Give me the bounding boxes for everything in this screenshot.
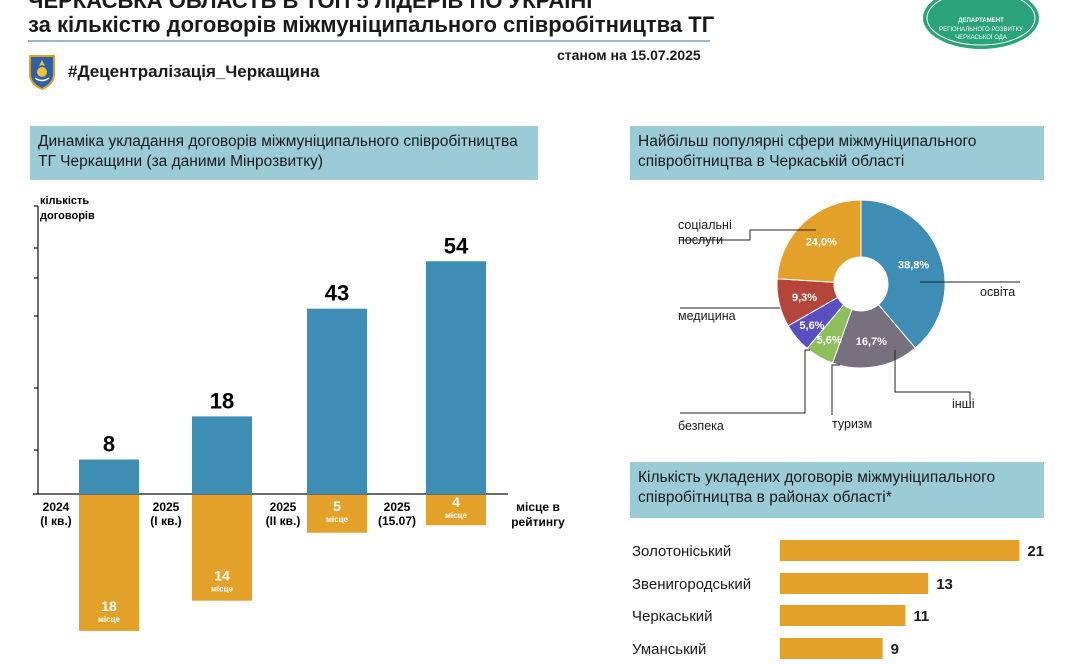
title-underline (28, 40, 710, 42)
spheres-panel-title: Найбільш популярні сфери міжмуніципально… (630, 126, 1044, 180)
districts-bar-chart: Золотоніський 21 Звенигородський 13 Черкаськ… (632, 540, 1044, 659)
rank-unit-label: місце (326, 515, 349, 524)
slice-name-label-line2: послуги (678, 233, 723, 247)
y-axis-label-line1: кількість (40, 195, 89, 207)
rank-value-label: 18 (101, 598, 117, 614)
x-axis-label-line2: рейтингу (511, 515, 565, 529)
district-name-label: Черкаський (632, 608, 713, 625)
rank-value-label: 4 (452, 494, 460, 510)
leader-line (831, 364, 840, 415)
category-label-period: (15.07) (378, 514, 416, 528)
contracts-bar (192, 416, 252, 494)
contracts-value-label: 8 (103, 432, 115, 457)
district-bar (780, 605, 906, 626)
leader-line (680, 349, 810, 414)
slice-percent-label: 38,8% (898, 260, 929, 272)
x-axis-label-line1: місце в (516, 500, 560, 514)
contracts-value-label: 54 (444, 233, 469, 258)
donut-slice (860, 200, 946, 349)
slice-percent-label: 24,0% (806, 237, 837, 249)
rank-value-label: 5 (333, 498, 341, 514)
dynamics-bar-chart: кількістьдоговорів818435418місце14місце5… (33, 195, 565, 631)
date-label: станом на 15.07.2025 (557, 47, 701, 63)
y-axis-label-line2: договорів (40, 210, 95, 222)
rank-value-label: 14 (214, 568, 230, 584)
district-name-label: Уманський (632, 641, 706, 658)
main-title-line1: ЧЕРКАСЬКА ОБЛАСТЬ В ТОП 5 ЛІДЕРІВ ПО УКР… (28, 0, 593, 13)
spheres-donut-chart: 38,8% 16,7% 5,6% 5,6% 9,3% 24,0% освіта інші тур… (678, 200, 1020, 433)
category-label-year: 2024 (43, 500, 70, 514)
district-name-label: Звенигородський (632, 576, 751, 593)
district-value-label: 9 (891, 641, 899, 658)
contracts-bar (79, 459, 139, 494)
district-bar (780, 638, 883, 659)
category-label-year: 2025 (384, 500, 411, 514)
slice-percent-label: 5,6% (799, 320, 824, 332)
contracts-value-label: 18 (210, 388, 234, 413)
slice-percent-label: 5,6% (817, 334, 842, 346)
slice-name-label: освіта (980, 285, 1015, 299)
slice-name-label: безпека (678, 419, 724, 433)
slice-name-label: туризм (832, 417, 872, 431)
slice-name-label: медицина (678, 309, 736, 323)
slice-name-label-line1: соціальні (678, 218, 732, 232)
district-value-label: 21 (1027, 543, 1044, 560)
category-label-period: (І кв.) (40, 514, 71, 528)
leader-line (680, 229, 816, 241)
contracts-value-label: 43 (325, 281, 349, 306)
leader-line (894, 350, 971, 405)
district-name-label: Золотоніський (632, 543, 731, 560)
slice-name-label: інші (952, 397, 975, 411)
district-value-label: 11 (913, 608, 929, 625)
logo-text-2: РЕГІОНАЛЬНОГО РОЗВИТКУ (939, 27, 1023, 33)
district-value-label: 13 (936, 576, 953, 593)
logo-text-3: ЧЕРКАСЬКОЇ ОДА (955, 34, 1007, 41)
logo-text-1: ДЕПАРТАМЕНТ (958, 18, 1004, 24)
category-label-year: 2025 (270, 500, 297, 514)
hashtag-label: #Децентралізація_Черкащина (68, 62, 320, 81)
district-bar (780, 573, 929, 594)
rank-unit-label: місце (98, 615, 121, 624)
category-label-year: 2025 (153, 500, 180, 514)
rank-unit-label: місце (211, 585, 234, 594)
district-bar (780, 540, 1020, 561)
rank-bar (307, 495, 367, 533)
districts-panel-title: Кількість укладених договорів міжмуніцип… (630, 462, 1044, 518)
contracts-bar (307, 308, 367, 494)
main-title-line2: за кількістю договорів міжмуніципального… (28, 12, 715, 37)
rank-bar (192, 495, 252, 601)
dynamics-panel-title: Динаміка укладання договорів міжмуніципа… (30, 126, 538, 180)
rank-bar (79, 495, 139, 631)
slice-percent-label: 9,3% (792, 292, 817, 304)
rank-unit-label: місце (445, 511, 468, 520)
contracts-bar (426, 261, 486, 494)
category-label-period: (ІІ кв.) (266, 514, 301, 528)
category-label-period: (І кв.) (150, 514, 181, 528)
department-logo: ДЕПАРТАМЕНТ РЕГІОНАЛЬНОГО РОЗВИТКУ ЧЕРКА… (923, 0, 1039, 49)
cherkasy-emblem-icon (29, 55, 55, 90)
slice-percent-label: 16,7% (856, 336, 887, 348)
donut-slice (776, 200, 862, 283)
rank-bar (426, 495, 486, 526)
